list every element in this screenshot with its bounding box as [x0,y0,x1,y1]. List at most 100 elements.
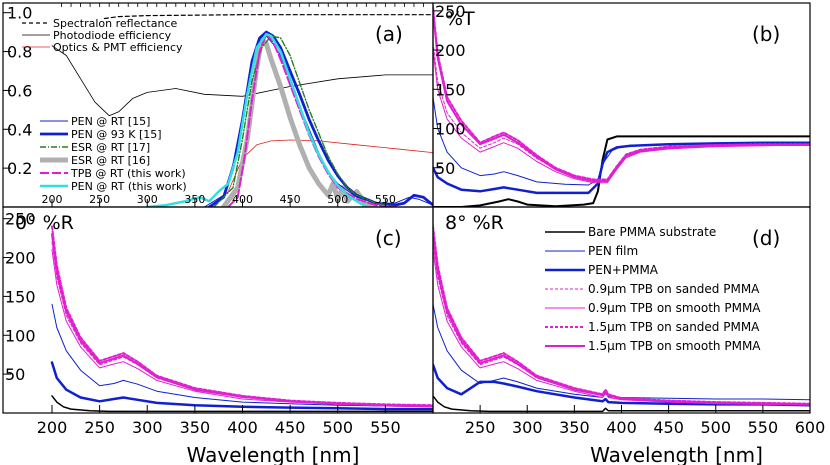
inner-x-tick-label: 350 [184,193,205,206]
legend-d-item: 0.9μm TPB on sanded PMMA [545,282,760,296]
x-tick-label: 400 [227,418,258,437]
inner-x-tick-label: 300 [137,193,158,206]
legend-label: PEN film [588,244,638,258]
y-tick-label: 100 [5,326,36,345]
x-tick-label: 350 [180,418,211,437]
panel-label: (d) [752,226,780,250]
series-line-1-5um-tpb-on-smooth-pmma [433,233,810,406]
y-tick-label: 50 [5,365,25,384]
series-group [433,5,810,207]
inner-x-tick-label: 500 [327,193,348,206]
legend-bottom-item: PEN @ RT [15] [40,115,150,128]
y-tick-label: 250 [5,210,36,229]
corner-label: 0° %R [15,212,74,234]
legend-d-item: 0.9μm TPB on smooth PMMA [545,301,761,315]
legend-label: PEN @ RT (this work) [71,180,187,193]
inner-x-tick-label: 450 [280,193,301,206]
legend-label: Optics & PMT efficiency [53,41,183,54]
x-tick-label: 300 [132,418,163,437]
legend-bottom-item: PEN @ RT (this work) [40,180,187,193]
y-tick-label: 100 [435,120,466,139]
series-line-pen-film [51,303,433,408]
x-axis-title: Wavelength [nm] [187,443,360,465]
series-line-spectralon-reflectance [103,14,433,20]
y-tick-label: 150 [5,287,36,306]
x-tick-label: 200 [37,418,68,437]
series-line-pen-pmma [433,141,810,195]
series-line-pen-pmma [433,363,810,407]
series-line-esr-rt-16- [221,37,379,207]
series-group [433,225,810,413]
legend-d-item: Bare PMMA substrate [545,225,716,239]
panel-a: 0.2 0.4 0.6 0.8 1.0 200 250 300 350 400 450 500 550 (… [2,2,434,208]
legend-bottom-item: ESR @ RT [17] [40,141,150,154]
x-tick-label: 400 [606,418,637,437]
legend-bottom-item: TPB @ RT (this work) [40,167,186,180]
legend-label: PEN @ RT [15] [71,115,150,128]
x-tick-label: 300 [512,418,543,437]
legend-label: ESR @ RT [16] [71,154,150,167]
y-tick-label: 250 [435,2,466,21]
legend-d-item: 1.5μm TPB on smooth PMMA [545,339,761,353]
y-tick-label: 1.0 [7,4,32,23]
panel-label: (a) [375,22,403,46]
panel-d: 250 300 350 400 450 500 550 600 Wavelength [nm] (… [432,206,826,465]
y-tick-label: 0.2 [7,159,32,178]
series-line-1-5um-tpb-on-smooth-pmma [433,9,810,183]
series-line-1-5um-tpb-on-sanded-pmma [51,225,433,407]
x-tick-label: 350 [559,418,590,437]
legend-label: 0.9μm TPB on smooth PMMA [588,301,761,315]
series-line-esr-rt-17- [213,35,396,207]
y-tick-label: 0.8 [7,43,32,62]
legend-label: Photodiode efficiency [53,29,172,42]
legend-top-item: Spectralon reflectance [22,17,177,30]
series-group [50,225,433,413]
x-tick-label: 550 [370,418,401,437]
y-tick-label: 150 [435,80,466,99]
legend-label: PEN @ 93 K [15] [71,128,162,141]
legend-label: 1.5μm TPB on smooth PMMA [588,339,761,353]
y-tick-label: 50 [435,159,455,178]
y-tick-label: 200 [435,41,466,60]
y-tick-label: 200 [5,249,36,268]
x-tick-label: 500 [322,418,353,437]
legend-top-item: Optics & PMT efficiency [22,41,183,54]
series-line-1-5um-tpb-on-smooth-pmma [51,233,433,407]
legend-label: 1.5μm TPB on sanded PMMA [588,320,760,334]
corner-label: 8° %R [445,212,504,234]
x-tick-label: 250 [84,418,115,437]
inner-x-tick-label: 400 [232,193,253,206]
corner-label: %T [445,8,475,30]
series-line-bare-pmma-substrate [433,395,810,413]
x-tick-label: 450 [275,418,306,437]
panel-label: (c) [375,226,402,250]
series-line-0-9um-tpb-on-sanded-pmma [51,241,433,407]
panel-label: (b) [752,22,780,46]
series-line-pen-pmma [50,361,433,411]
series-line-optics-pmt-efficiency [213,139,433,204]
x-tick-label: 250 [465,418,496,437]
legend-bottom-item: PEN @ 93 K [15] [40,128,162,141]
legend-label: TPB @ RT (this work) [70,167,186,180]
legend-label: ESR @ RT [17] [71,141,150,154]
series-group [51,14,433,207]
legend-label: 0.9μm TPB on sanded PMMA [588,282,760,296]
legend-bottom-item: ESR @ RT [16] [40,154,150,167]
x-tick-label: 450 [653,418,684,437]
inner-x-tick-label: 250 [89,193,110,206]
legend-top-item: Photodiode efficiency [22,29,172,42]
legend-label: Bare PMMA substrate [588,225,716,239]
series-line-photodiode-efficiency [51,45,433,117]
series-line-pen-film [433,303,810,401]
legend-d-item: PEN film [545,244,638,258]
panel-b: 50 100 150 200 250 (b) %T [432,2,811,208]
legend-label: PEN+PMMA [588,263,659,277]
legend-d-item: 1.5μm TPB on sanded PMMA [545,320,760,334]
legend-d-item: PEN+PMMA [545,263,659,277]
series-line-pen-rt-this-work- [146,32,368,207]
x-tick-label: 600 [795,418,826,437]
panel-c: 50 100 150 200 250 200 250 300 350 400 450 500 550 Wa… [2,206,434,465]
legend-label: Spectralon reflectance [53,17,177,30]
inner-x-tick-label: 200 [42,193,63,206]
